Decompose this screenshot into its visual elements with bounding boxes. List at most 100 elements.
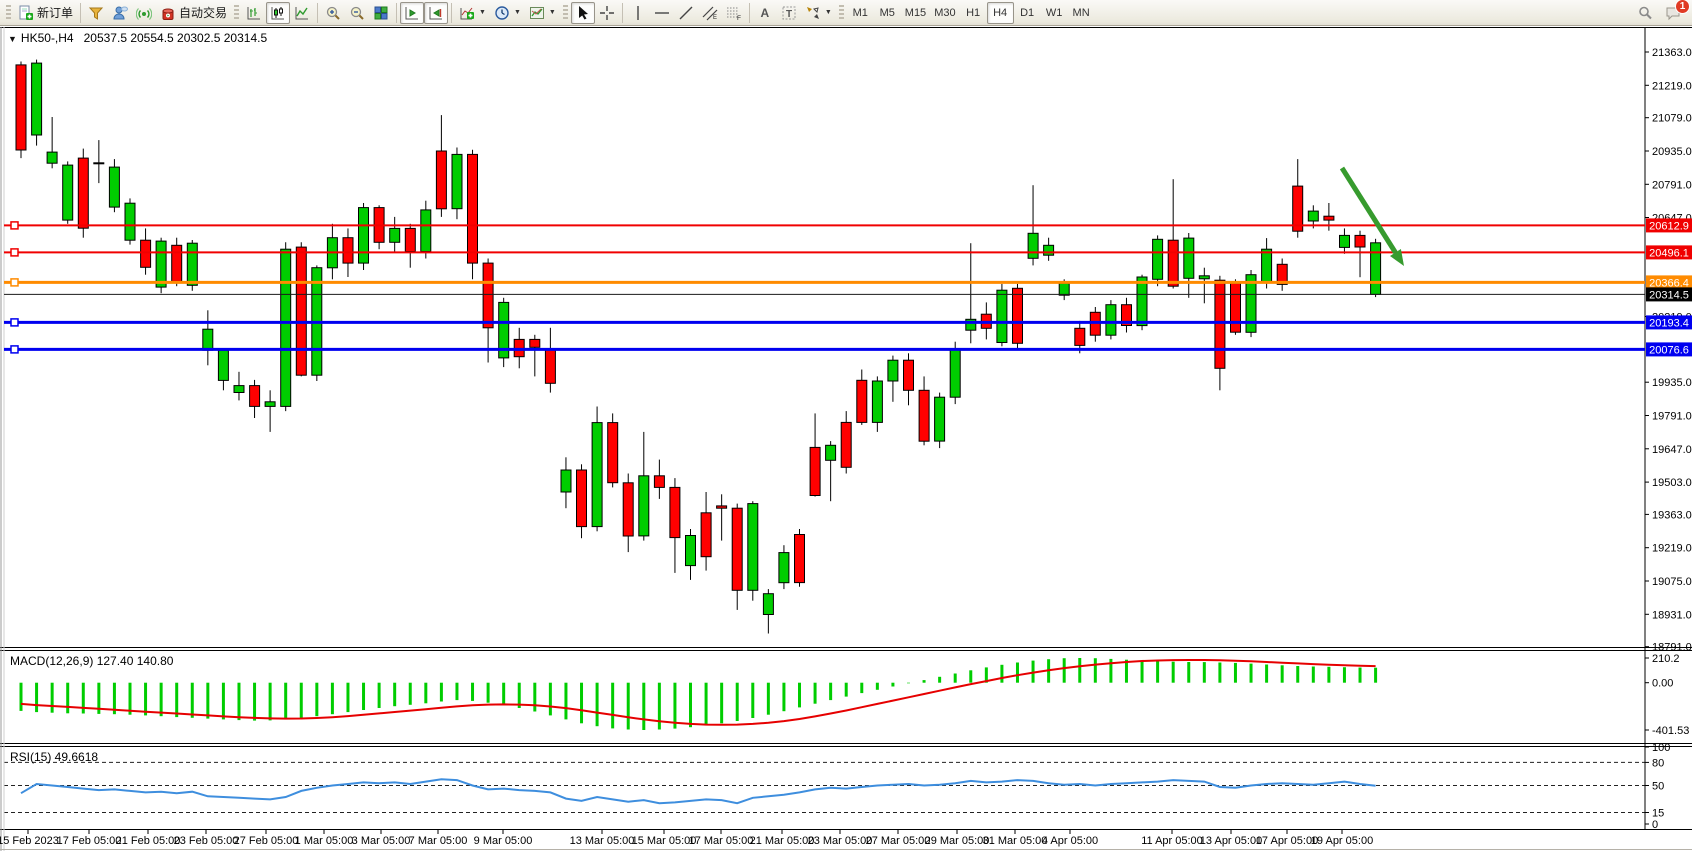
- chart-window[interactable]: ▼ HK50-,H4 20537.5 20554.5 20302.5 20314.5…: [0, 26, 1692, 851]
- community-button[interactable]: [108, 2, 132, 24]
- search-button[interactable]: [1633, 2, 1657, 24]
- timeframe-m30-button[interactable]: M30: [934, 6, 956, 19]
- candle: [576, 469, 587, 528]
- channel-tool-button[interactable]: E: [698, 2, 722, 24]
- search-icon: [1637, 5, 1653, 21]
- timeframe-mn-button[interactable]: MN: [1072, 6, 1090, 19]
- new-order-label: 新订单: [37, 6, 74, 20]
- svg-text:80: 80: [1652, 757, 1664, 769]
- periods-button[interactable]: ▼: [490, 2, 525, 24]
- cursor-tool-button[interactable]: [570, 1, 595, 24]
- timeframe-h1-button[interactable]: H1: [966, 6, 981, 19]
- signals-button[interactable]: [132, 2, 156, 24]
- vertical-line-tool-button[interactable]: [626, 2, 650, 24]
- candle: [124, 202, 136, 241]
- cursor-icon: [575, 5, 591, 21]
- candle: [358, 207, 369, 264]
- timeframe-m15-button[interactable]: M15: [904, 6, 927, 19]
- price-badge-20314.5: 20314.5: [1646, 287, 1692, 302]
- svg-text:20791.0: 20791.0: [1652, 179, 1692, 191]
- candle: [762, 593, 774, 616]
- svg-text:15: 15: [1652, 808, 1664, 820]
- chart-shift-button[interactable]: [424, 1, 449, 24]
- tile-windows-button[interactable]: [369, 2, 393, 24]
- zoom-out-button[interactable]: [345, 2, 369, 24]
- signals-broadcast-icon: [135, 5, 153, 21]
- svg-text:15 Feb 2023: 15 Feb 2023: [0, 835, 59, 847]
- candle: [1027, 232, 1039, 259]
- community-person-icon: [112, 5, 129, 21]
- candle: [871, 380, 883, 423]
- trendline-icon: [678, 5, 694, 21]
- indicators-button[interactable]: ▼: [455, 2, 490, 24]
- candle: [840, 421, 852, 468]
- svg-text:13 Mar 05:00: 13 Mar 05:00: [570, 835, 635, 847]
- candle: [949, 348, 961, 398]
- bar-chart-button[interactable]: [242, 2, 266, 24]
- timeframe-m1-button[interactable]: M1: [852, 6, 868, 19]
- svg-text:17 Feb 05:00: 17 Feb 05:00: [57, 835, 122, 847]
- candle: [747, 503, 759, 591]
- timeframe-h4-button[interactable]: H4: [986, 1, 1014, 24]
- svg-text:27 Feb 05:00: 27 Feb 05:00: [234, 835, 299, 847]
- auto-scroll-icon: [404, 5, 420, 21]
- candle: [1121, 304, 1132, 327]
- horizontal-line-tool-button[interactable]: [650, 2, 674, 24]
- toolbar-grip[interactable]: [562, 4, 568, 21]
- line-chart-button[interactable]: [290, 2, 314, 24]
- market-button[interactable]: [84, 2, 108, 24]
- arrow-annotation[interactable]: [1339, 166, 1404, 266]
- templates-button[interactable]: ▼: [525, 2, 560, 24]
- timeframe-m5-button[interactable]: M5: [879, 6, 895, 19]
- fibonacci-tool-button[interactable]: F: [722, 2, 746, 24]
- trendline-tool-button[interactable]: [674, 2, 698, 24]
- candlestick-chart-button[interactable]: [266, 1, 291, 24]
- chart-symbol-period: HK50-,H4: [20, 31, 74, 45]
- candle: [1307, 210, 1319, 222]
- toolbar-grip[interactable]: [6, 4, 11, 21]
- new-order-button[interactable]: 新订单: [14, 2, 77, 24]
- candle: [778, 552, 790, 584]
- text-label-tool-button[interactable]: T: [777, 2, 801, 24]
- svg-text:F: F: [737, 15, 741, 21]
- crosshair-tool-button[interactable]: [595, 2, 619, 24]
- candle: [716, 505, 728, 509]
- zoom-in-button[interactable]: [321, 2, 345, 24]
- chart-canvas[interactable]: 210.2 0.00 -401.53 100 80 50 150 21363.0 21219.0…: [0, 26, 1692, 851]
- candle: [1105, 304, 1117, 336]
- candle: [280, 248, 292, 407]
- toolbar-grip[interactable]: [234, 4, 240, 21]
- svg-text:7 Mar 05:00: 7 Mar 05:00: [409, 835, 468, 847]
- auto-scroll-button[interactable]: [400, 1, 425, 24]
- chart-dropdown-icon[interactable]: ▼: [8, 34, 17, 44]
- svg-text:17 Mar 05:00: 17 Mar 05:00: [689, 835, 754, 847]
- notifications-button[interactable]: 1: [1661, 0, 1690, 24]
- candle: [731, 507, 743, 591]
- auto-trading-button[interactable]: 自动交易: [156, 2, 231, 24]
- toolbar-grip[interactable]: [838, 4, 844, 21]
- candle: [934, 396, 946, 442]
- separator: [80, 2, 82, 23]
- candle: [794, 534, 805, 584]
- candle: [233, 385, 245, 394]
- macd-pane: 210.2 0.00 -401.53: [19, 653, 1689, 737]
- candle: [1136, 276, 1148, 327]
- text-tool-button[interactable]: A: [753, 2, 777, 24]
- svg-text:11 Apr 05:00: 11 Apr 05:00: [1141, 835, 1203, 847]
- candle: [529, 338, 541, 348]
- svg-text:31 Mar 05:00: 31 Mar 05:00: [983, 835, 1048, 847]
- timeframe-d1-button[interactable]: D1: [1020, 6, 1035, 19]
- candle: [1230, 282, 1241, 333]
- svg-text:50: 50: [1652, 781, 1664, 793]
- candle: [1058, 282, 1070, 296]
- periods-clock-icon: [494, 5, 510, 21]
- arrows-tool-button[interactable]: ▼: [801, 2, 836, 24]
- text-icon: A: [760, 5, 770, 20]
- timeframe-w1-button[interactable]: W1: [1045, 6, 1063, 19]
- candle: [825, 444, 837, 461]
- candle: [887, 359, 899, 382]
- svg-text:T: T: [786, 9, 792, 20]
- candle: [809, 446, 821, 496]
